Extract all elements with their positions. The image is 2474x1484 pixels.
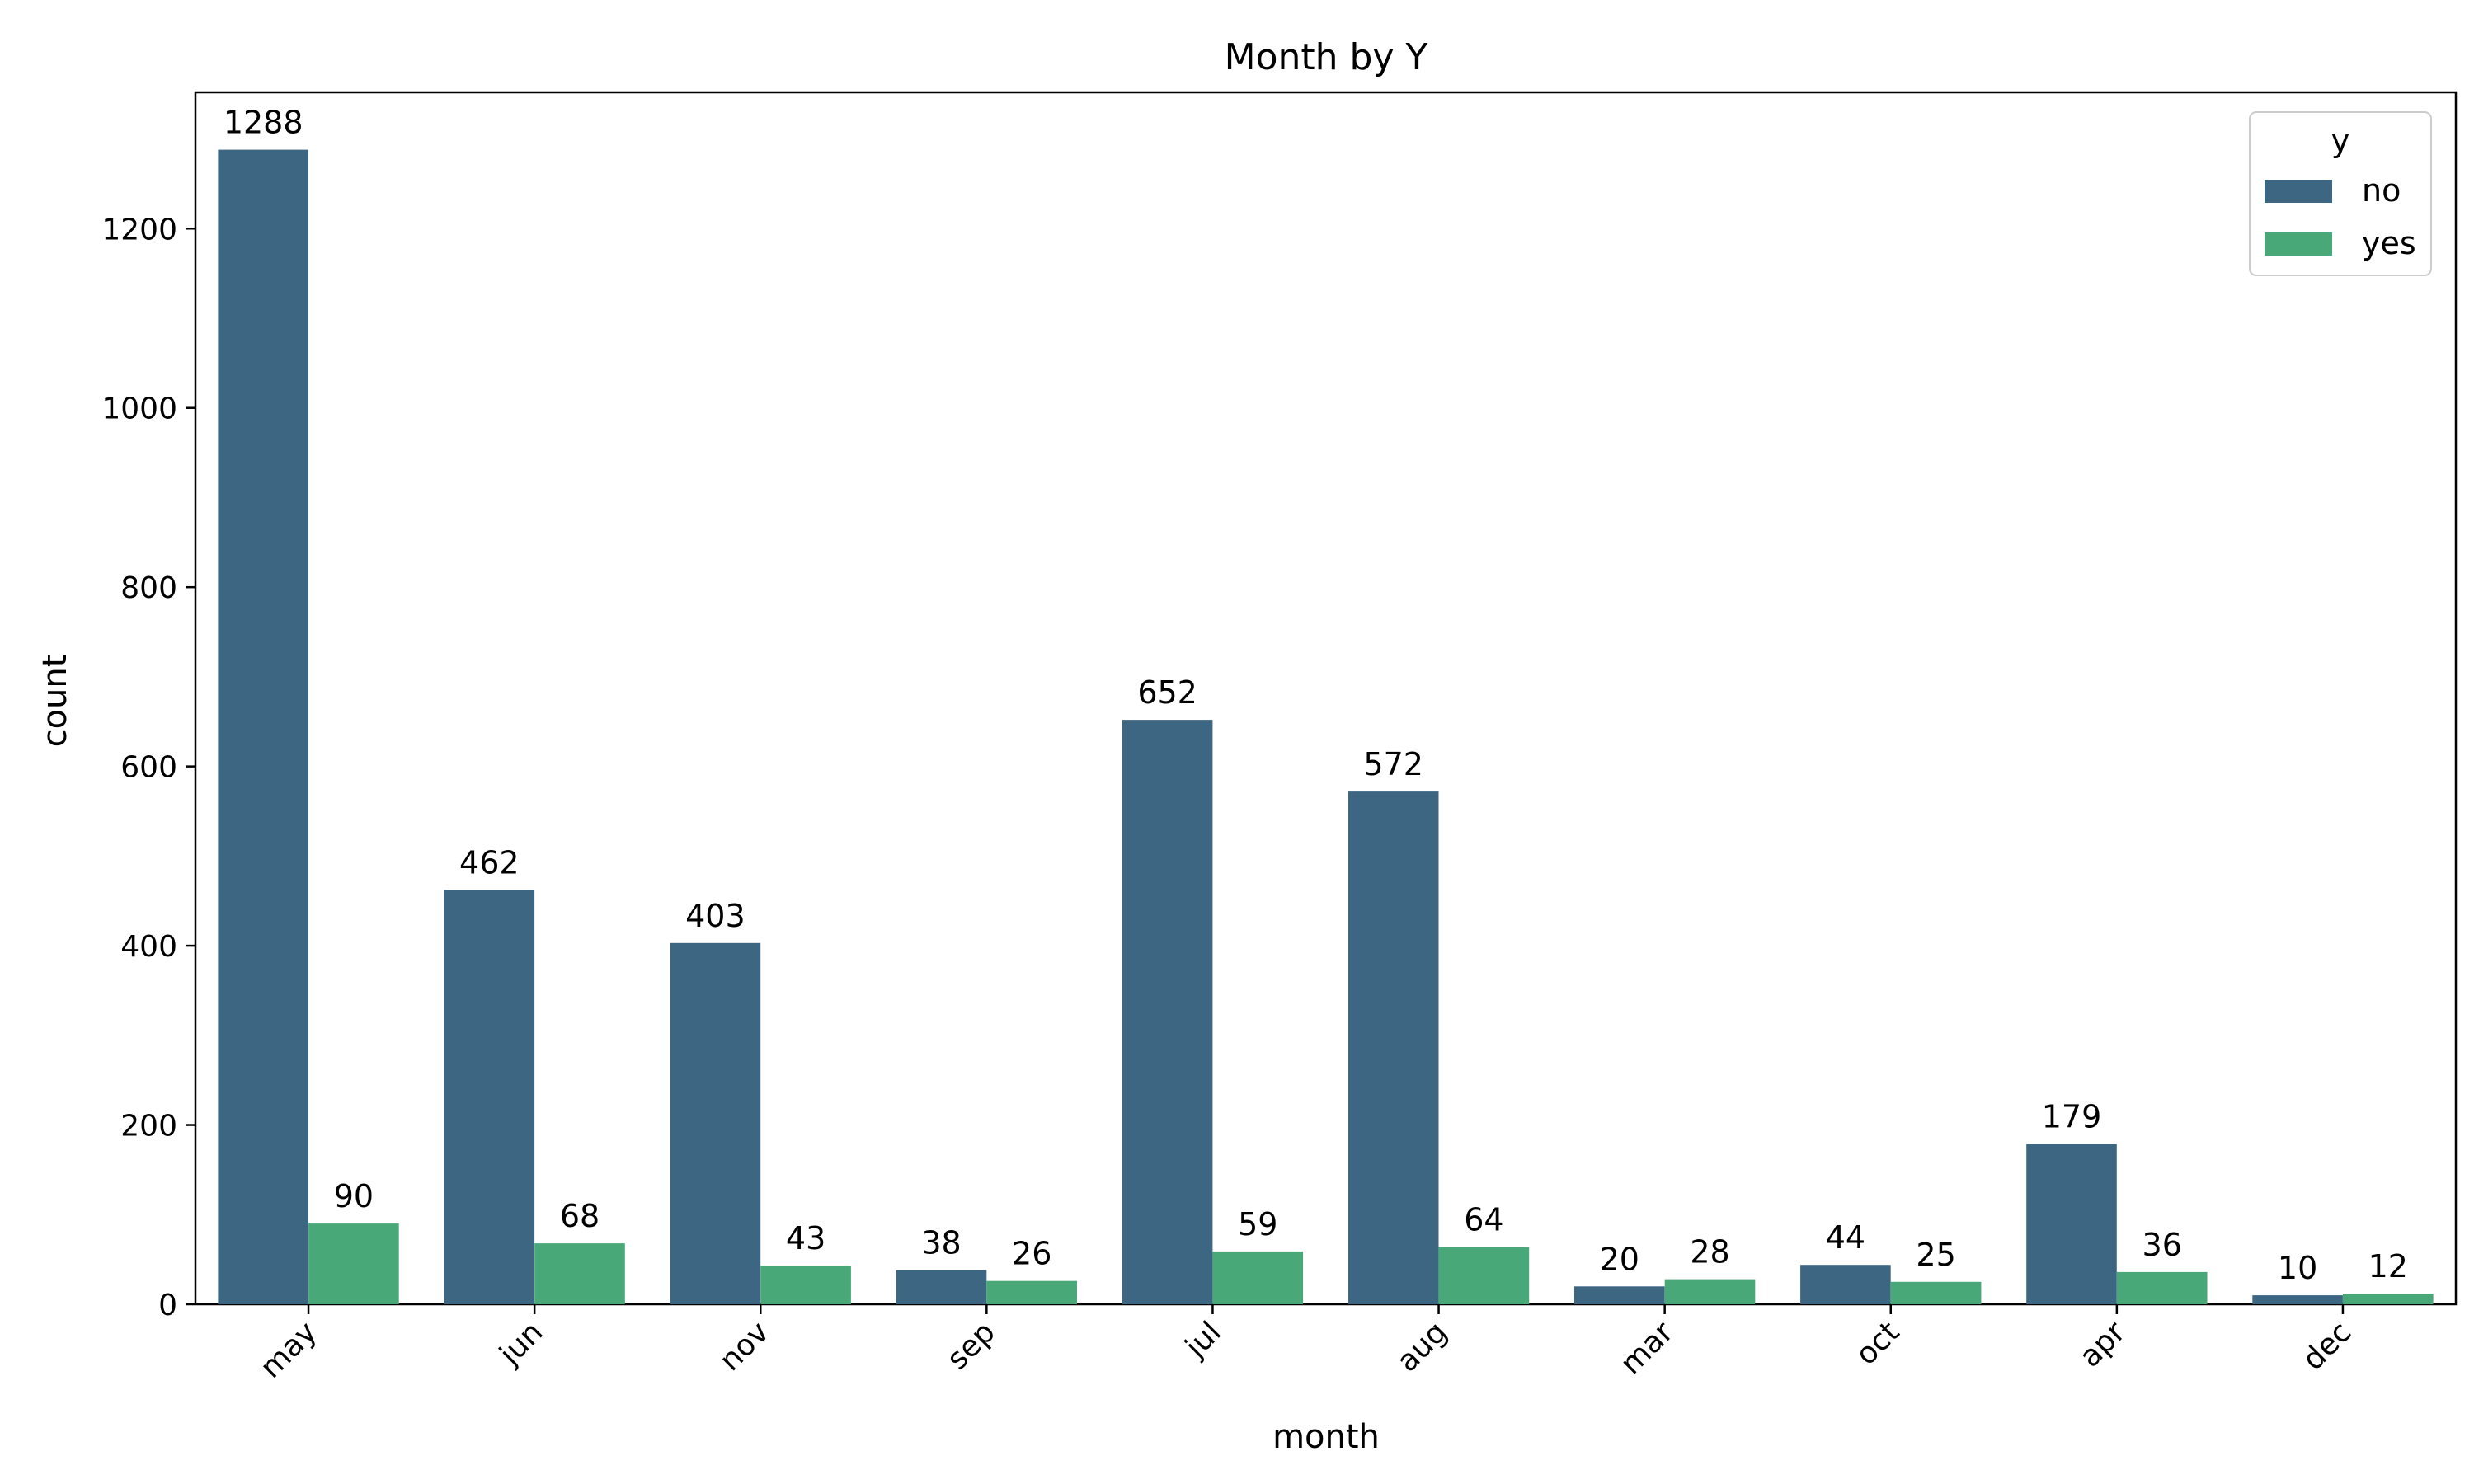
bar-label-yes-jul: 59 [1238, 1206, 1277, 1242]
bars-group [218, 149, 2434, 1305]
legend-label-yes: yes [2362, 225, 2416, 261]
bar-label-no-apr: 179 [2042, 1098, 2102, 1134]
bar-no-oct [1800, 1265, 1891, 1304]
bar-yes-aug [1438, 1247, 1530, 1304]
bar-no-apr [2026, 1144, 2117, 1304]
bar-label-yes-oct: 25 [1916, 1237, 1955, 1273]
x-tick-label-nov: nov [713, 1315, 776, 1378]
bar-label-no-mar: 20 [1600, 1241, 1639, 1277]
bar-yes-nov [760, 1266, 851, 1304]
y-tick-label: 800 [120, 571, 177, 605]
bar-label-yes-apr: 36 [2142, 1227, 2182, 1263]
bar-no-sep [896, 1270, 987, 1304]
bar-yes-oct [1890, 1281, 1982, 1304]
bar-label-yes-nov: 43 [786, 1220, 825, 1256]
bar-no-mar [1574, 1286, 1665, 1304]
plot-frame [194, 91, 2458, 1306]
x-tick-label-may: may [254, 1315, 323, 1384]
bar-label-yes-sep: 26 [1012, 1236, 1051, 1272]
bar-label-yes-may: 90 [334, 1178, 374, 1214]
bar-label-yes-mar: 28 [1690, 1234, 1729, 1270]
bar-label-yes-aug: 64 [1464, 1201, 1503, 1237]
y-tick-label: 1200 [101, 213, 177, 247]
legend-title: y [2331, 123, 2350, 159]
bar-yes-mar [1664, 1279, 1756, 1304]
legend-swatch-yes [2265, 232, 2332, 256]
bar-label-no-oct: 44 [1826, 1219, 1865, 1256]
y-tick-label: 400 [120, 930, 177, 964]
bar-yes-jul [1212, 1251, 1304, 1304]
x-tick-label-mar: mar [1614, 1315, 1680, 1381]
bar-label-no-dec: 10 [2278, 1250, 2317, 1286]
y-tick-label: 1000 [101, 392, 177, 426]
bar-label-yes-dec: 12 [2368, 1248, 2408, 1284]
y-tick-label: 600 [120, 751, 177, 785]
chart-title: Month by Y [1225, 36, 1428, 78]
bar-yes-dec [2343, 1294, 2434, 1304]
bar-no-aug [1348, 791, 1439, 1304]
x-tick-label-sep: sep [941, 1315, 1002, 1376]
bar-label-no-sep: 38 [921, 1225, 961, 1261]
x-axis: may jun nov sep jul aug mar oct apr dec [254, 1304, 2358, 1385]
bar-label-no-aug: 572 [1363, 746, 1423, 782]
bar-label-no-jun: 462 [459, 845, 520, 881]
bar-yes-apr [2116, 1271, 2208, 1304]
legend-label-no: no [2362, 172, 2401, 209]
x-tick-label-apr: apr [2073, 1315, 2132, 1374]
bar-labels-group: 1288 462 403 38 652 572 20 44 179 10 90 68 43 26 59 64 2… [223, 105, 2408, 1286]
bar-yes-sep [986, 1280, 1077, 1304]
bar-yes-may [308, 1223, 399, 1304]
bar-no-dec [2252, 1295, 2343, 1304]
legend-items: no yes [2265, 172, 2416, 261]
bar-no-may [218, 149, 308, 1305]
x-tick-label-jul: jul [1178, 1315, 1228, 1364]
x-tick-label-aug: aug [1390, 1315, 1454, 1378]
y-axis-label: count [36, 655, 74, 748]
x-tick-label-jun: jun [493, 1315, 550, 1372]
bar-label-yes-jun: 68 [560, 1198, 600, 1234]
y-tick-label: 200 [120, 1110, 177, 1144]
legend: y no yes [2249, 111, 2432, 276]
legend-swatch-no [2265, 180, 2332, 203]
bar-label-no-nov: 403 [685, 898, 745, 934]
bar-no-jul [1122, 720, 1213, 1304]
y-tick-label: 0 [158, 1289, 177, 1322]
plot-area [194, 91, 2458, 1306]
bar-no-nov [670, 942, 761, 1304]
y-axis: 0 200 400 600 800 1000 1200 [101, 213, 195, 1322]
bar-yes-jun [534, 1243, 625, 1304]
x-tick-label-dec: dec [2297, 1315, 2359, 1377]
bar-label-no-jul: 652 [1137, 674, 1197, 711]
x-tick-label-oct: oct [1850, 1315, 1907, 1372]
bar-label-no-may: 1288 [223, 105, 303, 141]
bar-no-jun [444, 890, 535, 1304]
x-axis-label: month [1272, 1418, 1380, 1456]
